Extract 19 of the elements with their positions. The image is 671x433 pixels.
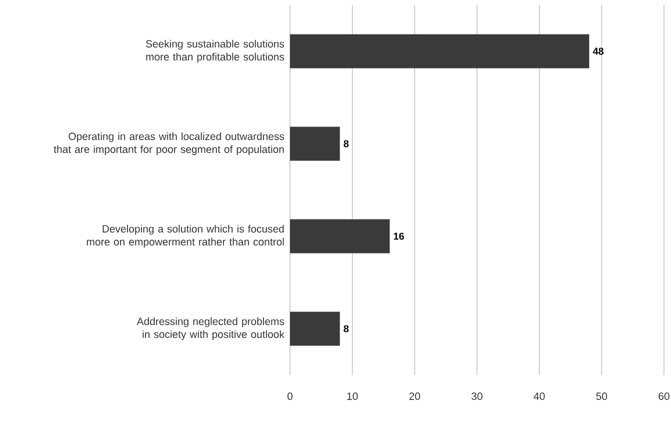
y-tick-label: Seeking sustainable solutions more than profitable solutions [146, 40, 284, 63]
data-label: 8 [344, 140, 349, 148]
x-tick-label: 30 [472, 392, 482, 400]
data-label: 16 [394, 232, 404, 240]
bar [290, 312, 340, 346]
bar [290, 34, 590, 68]
x-tick-label: 60 [658, 392, 670, 400]
data-label: 8 [344, 325, 349, 332]
x-tick-label: 20 [409, 392, 420, 400]
x-tick-label: 0 [288, 392, 293, 400]
y-tick-label: Addressing neglected problems in society with positive outlook [136, 317, 284, 340]
x-tick-label: 50 [596, 392, 608, 400]
x-tick-label: 10 [347, 392, 358, 400]
data-label: 48 [592, 48, 604, 55]
y-tick-label: Operating in areas with localized outwardness that are important for poor segment of population [54, 132, 284, 156]
y-tick-label: Developing a solution which is focused more on empowerment rather than control [86, 224, 284, 248]
x-tick-label: 40 [534, 392, 545, 400]
bar [290, 219, 390, 254]
bar [290, 126, 340, 161]
